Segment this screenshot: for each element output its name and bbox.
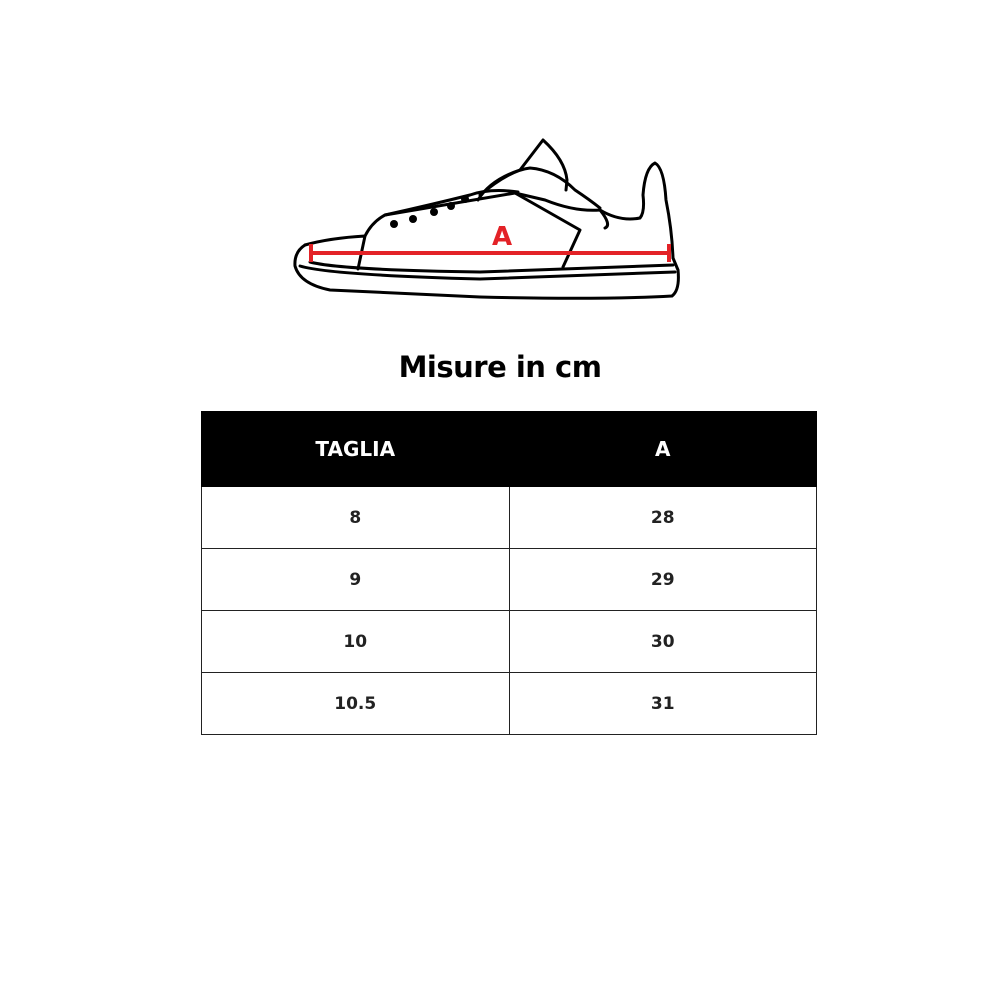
measure-line-a [309,244,671,262]
cell-a: 31 [508,672,817,735]
table-row: 8 28 [201,486,817,549]
table-row: 10.5 31 [201,672,817,735]
cell-a: 30 [508,610,817,673]
measure-label-a: A [492,222,512,252]
header-taglia: TAGLIA [201,411,510,487]
table-header-row: TAGLIA A [201,411,817,487]
cell-size: 10 [201,610,510,673]
shoe-heel [513,161,675,260]
cell-size: 9 [201,548,510,611]
table-row: 10 30 [201,610,817,673]
header-a: A [508,411,817,487]
cell-size: 8 [201,486,510,549]
cell-size: 10.5 [201,672,510,735]
shoe-upper [363,191,582,269]
shoe-sole [293,243,680,300]
table-row: 9 29 [201,548,817,611]
cell-a: 28 [508,486,817,549]
cell-a: 29 [508,548,817,611]
page-title: Misure in cm [398,350,602,384]
lace-holes [390,195,469,228]
size-table: TAGLIA A 8 28 9 29 10 30 10.5 31 [201,411,817,735]
